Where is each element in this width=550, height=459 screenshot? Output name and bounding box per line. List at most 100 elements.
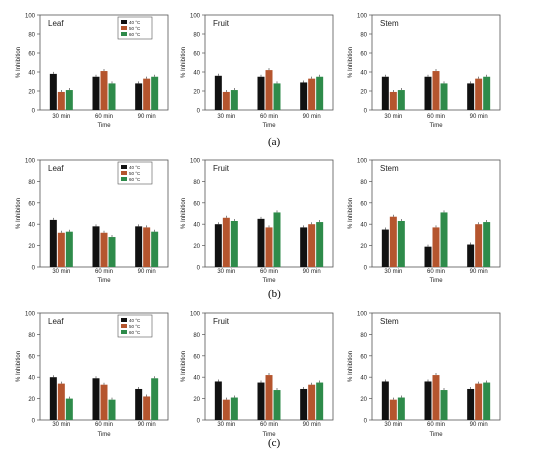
legend-swatch (121, 171, 127, 175)
bar (397, 90, 405, 110)
y-tick-label: 0 (197, 266, 201, 272)
bar (308, 224, 316, 267)
bar (49, 219, 57, 267)
bar (265, 70, 273, 110)
bar (273, 83, 281, 110)
y-tick-label: 100 (357, 312, 368, 318)
bar (440, 390, 448, 420)
bar (483, 76, 491, 110)
y-tick-label: 20 (193, 397, 200, 403)
y-tick-label: 40 (360, 223, 367, 229)
bar (265, 227, 273, 267)
x-tick-label: 30 min (217, 422, 235, 428)
bar (424, 246, 432, 267)
y-tick-label: 0 (364, 109, 368, 115)
x-tick-label: 90 min (303, 114, 321, 120)
x-axis-label: Time (262, 278, 276, 284)
bar (143, 227, 151, 267)
bar (381, 229, 389, 267)
y-tick-label: 60 (193, 354, 200, 360)
legend-label: 40 °C (129, 165, 141, 170)
legend-swatch (121, 20, 127, 24)
x-axis-label: Time (97, 432, 111, 438)
y-axis-label: % Inhibition (348, 198, 354, 229)
y-tick-label: 20 (28, 90, 35, 96)
chart-panel-1-0 (37, 159, 169, 268)
x-tick-label: 60 min (427, 422, 445, 428)
x-tick-label: 60 min (427, 114, 445, 120)
y-tick-label: 0 (364, 266, 368, 272)
y-tick-label: 80 (28, 33, 35, 39)
y-tick-label: 80 (360, 180, 367, 186)
chart-panel-2-1 (202, 312, 334, 421)
y-tick-label: 100 (357, 14, 368, 20)
y-tick-label: 0 (364, 419, 368, 425)
bar (440, 83, 448, 110)
y-tick-label: 20 (360, 90, 367, 96)
bar (65, 398, 73, 420)
y-tick-label: 40 (360, 376, 367, 382)
bar (65, 231, 73, 267)
legend-label: 60 °C (129, 177, 141, 182)
x-tick-label: 60 min (95, 114, 113, 120)
y-tick-label: 20 (360, 244, 367, 250)
y-axis-label: % Inhibition (16, 47, 22, 78)
chart-panel-2-2 (369, 312, 501, 421)
y-tick-label: 40 (28, 71, 35, 77)
y-tick-label: 60 (193, 52, 200, 58)
legend-label: 50 °C (129, 324, 141, 329)
bar (92, 378, 100, 420)
chart-panel-0-0 (37, 14, 169, 111)
y-tick-label: 60 (360, 201, 367, 207)
legend-label: 50 °C (129, 171, 141, 176)
y-tick-label: 20 (28, 244, 35, 250)
bar (57, 383, 65, 420)
legend-label: 60 °C (129, 32, 141, 37)
bar (222, 91, 230, 110)
caption-c: (c) (268, 437, 281, 449)
y-tick-label: 100 (25, 159, 36, 165)
bar (440, 212, 448, 267)
x-tick-label: 60 min (95, 422, 113, 428)
x-tick-label: 30 min (384, 114, 402, 120)
y-tick-label: 40 (28, 223, 35, 229)
chart-panel-1-1 (202, 159, 334, 268)
bar (397, 397, 405, 420)
bar (257, 382, 265, 420)
caption-a: (a) (268, 136, 281, 148)
y-axis-label: % Inhibition (181, 351, 187, 382)
y-tick-label: 40 (193, 223, 200, 229)
x-tick-label: 90 min (470, 114, 488, 120)
y-axis-label: % Inhibition (348, 47, 354, 78)
x-tick-label: 30 min (52, 422, 70, 428)
bar (475, 78, 483, 110)
x-axis-label: Time (429, 278, 443, 284)
bar (214, 381, 222, 420)
y-axis-label: % Inhibition (181, 47, 187, 78)
bar (467, 388, 475, 420)
y-tick-label: 0 (32, 266, 36, 272)
panel-title: Fruit (213, 317, 230, 326)
y-tick-label: 100 (357, 159, 368, 165)
bar (432, 375, 440, 420)
y-tick-label: 20 (193, 244, 200, 250)
y-tick-label: 100 (25, 14, 36, 20)
x-tick-label: 90 min (303, 269, 321, 275)
bar (300, 388, 308, 420)
bar (108, 399, 116, 420)
bar (316, 76, 324, 110)
bar (135, 83, 143, 110)
bar (316, 222, 324, 267)
y-axis-label: % Inhibition (16, 351, 22, 382)
bar (483, 382, 491, 420)
panel-title: Leaf (48, 317, 64, 326)
bar (300, 227, 308, 267)
y-tick-label: 60 (193, 201, 200, 207)
x-tick-label: 30 min (384, 269, 402, 275)
bar (65, 90, 73, 110)
chart-panel-0-2 (369, 14, 501, 111)
bar (300, 82, 308, 110)
bar (214, 75, 222, 110)
x-tick-label: 90 min (138, 422, 156, 428)
y-tick-label: 60 (360, 52, 367, 58)
